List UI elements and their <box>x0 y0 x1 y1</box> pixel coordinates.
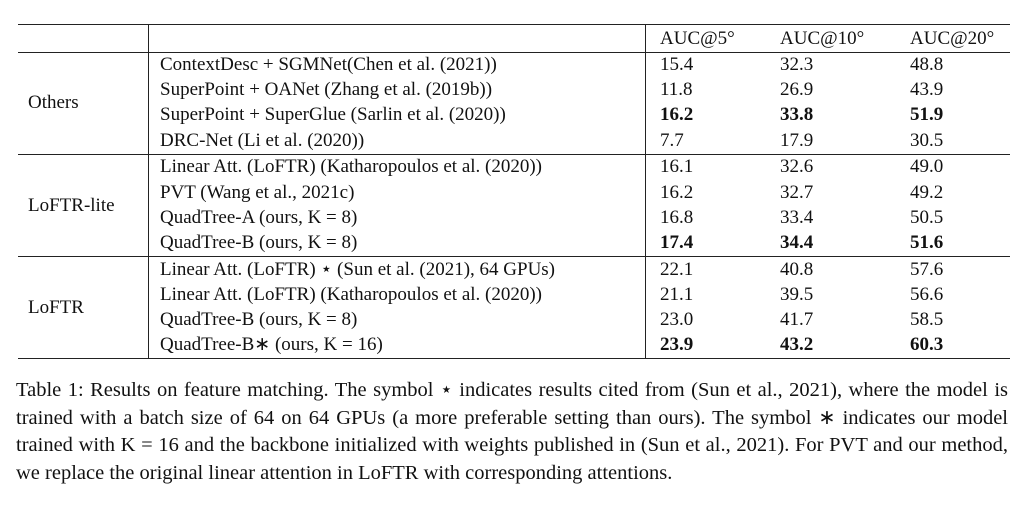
method: Linear Att. (LoFTR) (Katharopoulos et al… <box>160 283 543 305</box>
value-cell: 39.5 <box>780 283 814 305</box>
value-cell: 51.6 <box>910 231 944 253</box>
value-cell: 15.4 <box>660 54 694 75</box>
rule <box>18 153 1010 155</box>
value-cell: 16.1 <box>660 156 694 178</box>
value-cell: 23.0 <box>660 309 694 330</box>
value-cell: 49.2 <box>910 181 944 203</box>
method: QuadTree-B (ours, K = 8) <box>160 309 358 330</box>
value-cell: 58.5 <box>910 309 944 330</box>
value-cell: 43.9 <box>910 79 944 101</box>
value-cell: 32.6 <box>780 156 814 178</box>
method: SuperPoint + OANet (Zhang et al. (2019b)… <box>160 79 493 101</box>
value-cell: 7.7 <box>660 129 684 151</box>
value-cell: 50.5 <box>910 206 944 228</box>
value-cell: 22.1 <box>660 258 694 280</box>
value-cell: 49.0 <box>910 156 944 178</box>
value-cell: 32.3 <box>780 54 814 75</box>
value-cell: 32.7 <box>780 181 814 203</box>
value-cell: 40.8 <box>780 258 814 280</box>
value-cell: 41.7 <box>780 309 814 330</box>
rule <box>18 256 1010 258</box>
value-cell: 11.8 <box>660 79 693 101</box>
column-rule <box>645 24 646 359</box>
rule <box>18 24 1010 25</box>
value-cell: 33.4 <box>780 206 814 228</box>
rule <box>18 358 1010 360</box>
value-cell: 16.2 <box>660 104 694 126</box>
rule <box>18 52 1010 53</box>
method: Linear Att. (LoFTR) (Katharopoulos et al… <box>160 156 543 178</box>
group-label: LoFTR-lite <box>28 194 115 216</box>
value-cell: 34.4 <box>780 231 814 253</box>
column-header: AUC@5° <box>660 28 735 49</box>
group-label: LoFTR <box>28 297 84 318</box>
method: ContextDesc + SGMNet(Chen et al. (2021)) <box>160 54 497 75</box>
method: PVT (Wang et al., 2021c) <box>160 181 355 203</box>
column-header: AUC@10° <box>780 28 865 49</box>
value-cell: 56.6 <box>910 283 944 305</box>
value-cell: 23.9 <box>660 334 694 356</box>
value-cell: 17.4 <box>660 231 694 253</box>
method: SuperPoint + SuperGlue (Sarlin et al. (2… <box>160 104 506 126</box>
method: QuadTree-B∗ (ours, K = 16) <box>160 334 383 356</box>
value-cell: 30.5 <box>910 129 944 151</box>
value-cell: 60.3 <box>910 334 944 356</box>
value-cell: 21.1 <box>660 283 694 305</box>
value-cell: 51.9 <box>910 104 944 126</box>
value-cell: 16.2 <box>660 181 694 203</box>
method: DRC-Net (Li et al. (2020)) <box>160 129 365 151</box>
method: QuadTree-B (ours, K = 8) <box>160 231 358 253</box>
column-rule <box>148 24 149 359</box>
column-header: AUC@20° <box>910 28 995 49</box>
value-cell: 57.6 <box>910 258 944 280</box>
value-cell: 26.9 <box>780 79 814 101</box>
method: QuadTree-A (ours, K = 8) <box>160 206 358 228</box>
group-label: Others <box>28 92 79 114</box>
value-cell: 48.8 <box>910 54 944 75</box>
value-cell: 33.8 <box>780 104 814 126</box>
value-cell: 16.8 <box>660 206 694 228</box>
caption: Table 1: Results on feature matching. Th… <box>16 379 1008 484</box>
value-cell: 17.9 <box>780 129 814 151</box>
method: Linear Att. (LoFTR) ⋆ (Sun et al. (2021)… <box>160 258 556 280</box>
value-cell: 43.2 <box>780 334 814 356</box>
